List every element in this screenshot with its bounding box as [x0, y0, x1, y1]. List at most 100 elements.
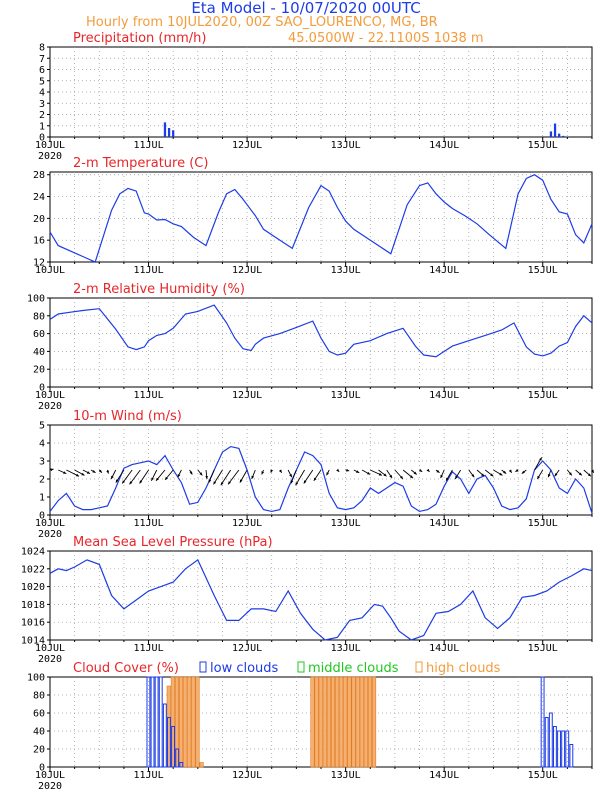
wind-vector-head: [515, 469, 519, 472]
y-tick-label: 80: [33, 691, 45, 702]
wind-vector-head: [378, 472, 382, 476]
x-tick-label: 11JUL: [133, 390, 163, 401]
wind-vector-head: [568, 472, 572, 476]
temperature-panel: 12 16 20 24 28 10JUL 11JUL 12JUL 13JUL 14JUL 15JUL…: [33, 156, 593, 276]
x-tick-label: 12JUL: [232, 390, 262, 401]
wind-vector-head: [313, 477, 317, 481]
wind-vector-head: [440, 474, 443, 479]
x-tick-label: 15JUL: [528, 643, 558, 654]
y-tick-label: 3: [39, 457, 45, 468]
x-tick-label: 12JUL: [232, 770, 262, 781]
x-tick-label: 14JUL: [429, 643, 459, 654]
x-tick-label: 11JUL: [133, 140, 163, 151]
temp-series-line: [49, 174, 593, 263]
wind-vector: [129, 469, 141, 485]
x-tick-label: 11JUL: [133, 518, 163, 529]
panel-title: Cloud Cover (%): [73, 661, 179, 676]
wind-vector-head: [99, 469, 102, 473]
y-tick-label: 0: [39, 511, 45, 522]
wind-vector-head: [436, 469, 440, 473]
y-tick-label: 0: [39, 763, 45, 774]
wind-vector-head: [115, 479, 119, 483]
legend-low-clouds: low clouds: [210, 661, 279, 676]
x-tick-label: 13JUL: [331, 265, 361, 276]
x-tick-label: 13JUL: [331, 643, 361, 654]
high-cloud-bar: [310, 676, 315, 768]
x-tick-label: 15JUL: [528, 140, 558, 151]
high-cloud-bar: [314, 676, 319, 768]
high-cloud-bar: [355, 676, 360, 768]
wind-vector-head: [446, 477, 449, 481]
high-cloud-bar: [335, 676, 340, 768]
x-tick-label: 14JUL: [429, 265, 459, 276]
x-tick-label: 10JUL: [35, 770, 65, 781]
wind-vector-head: [189, 471, 193, 475]
legend-high-clouds: high clouds: [426, 661, 501, 676]
high-cloud-bar: [363, 676, 368, 768]
wind-vector-head: [165, 476, 168, 480]
wind-vector-head: [346, 468, 350, 472]
x-tick-label: 15JUL: [528, 390, 558, 401]
precip-bar: [562, 135, 565, 137]
wind-vector-head: [251, 475, 255, 479]
legend-middle-clouds-swatch: [297, 661, 305, 673]
x-year-label: 2020: [38, 151, 62, 162]
x-tick-label: 11JUL: [133, 770, 163, 781]
wind-vector-head: [111, 475, 114, 479]
x-tick-label: 12JUL: [232, 140, 262, 151]
y-tick-label: 6: [39, 65, 45, 76]
low-cloud-bar: [179, 762, 184, 768]
x-tick-label: 14JUL: [429, 140, 459, 151]
x-tick-label: 12JUL: [232, 518, 262, 529]
y-tick-label: 1: [39, 121, 45, 132]
wind-panel: 0 1 2 3 4 5 10JUL 11JUL 12JUL 13JUL 14JUL 15JUL 2020…: [35, 409, 595, 540]
y-tick-label: 20: [33, 745, 45, 756]
wind-vector-head: [177, 474, 181, 478]
wind-vector-head: [129, 481, 133, 485]
y-tick-label: 5: [39, 76, 45, 87]
x-tick-label: 11JUL: [133, 643, 163, 654]
y-tick-label: 8: [39, 43, 45, 54]
wind-vector-head: [591, 469, 594, 473]
legend-high-clouds-swatch: [415, 661, 423, 673]
wind-vector-head: [481, 473, 485, 477]
wind-vector-head: [409, 475, 413, 479]
wind-series-line: [49, 445, 593, 514]
y-tick-label: 100: [27, 294, 45, 305]
x-year-label: 2020: [38, 529, 62, 540]
wind-vector-head: [239, 479, 243, 483]
low-cloud-bar: [162, 703, 167, 768]
wind-vector-head: [151, 477, 154, 481]
high-cloud-bar: [199, 762, 204, 768]
wind-vector-head: [336, 468, 340, 472]
y-tick-label: 60: [33, 709, 45, 720]
low-cloud-bar: [561, 730, 566, 768]
wind-vector-head: [367, 471, 371, 475]
cloud-cover-panel: 0 20 40 60 80 100 10JUL 11JUL 12JUL 13JUL 14JUL 15J…: [27, 661, 593, 792]
high-cloud-bar: [372, 676, 377, 768]
x-tick-label: 10JUL: [35, 518, 65, 529]
low-cloud-bar: [167, 717, 171, 768]
y-tick-label: 1020: [21, 582, 45, 593]
x-tick-label: 11JUL: [133, 265, 163, 276]
x-tick-label: 15JUL: [528, 770, 558, 781]
high-cloud-bar: [191, 676, 196, 768]
location-line: Hourly from 10JUL2020, 00Z SAO_LOURENCO,…: [86, 15, 438, 30]
wind-vector-head: [578, 472, 582, 476]
x-tick-label: 10JUL: [35, 643, 65, 654]
x-tick-label: 14JUL: [429, 390, 459, 401]
high-cloud-bar: [322, 676, 327, 768]
wind-vector-head: [50, 468, 54, 472]
wind-vector-head: [290, 480, 294, 484]
x-tick-label: 13JUL: [331, 140, 361, 151]
wind-vector: [227, 469, 240, 485]
wind-vector-head: [220, 482, 224, 486]
precip-bar: [172, 130, 175, 137]
high-cloud-bar: [183, 676, 188, 768]
high-cloud-bar: [326, 676, 331, 768]
wind-vector-head: [279, 469, 282, 473]
model-title: Eta Model - 10/07/2020 00UTC: [191, 0, 420, 17]
high-cloud-bar: [359, 676, 364, 768]
high-cloud-bar: [343, 676, 348, 768]
